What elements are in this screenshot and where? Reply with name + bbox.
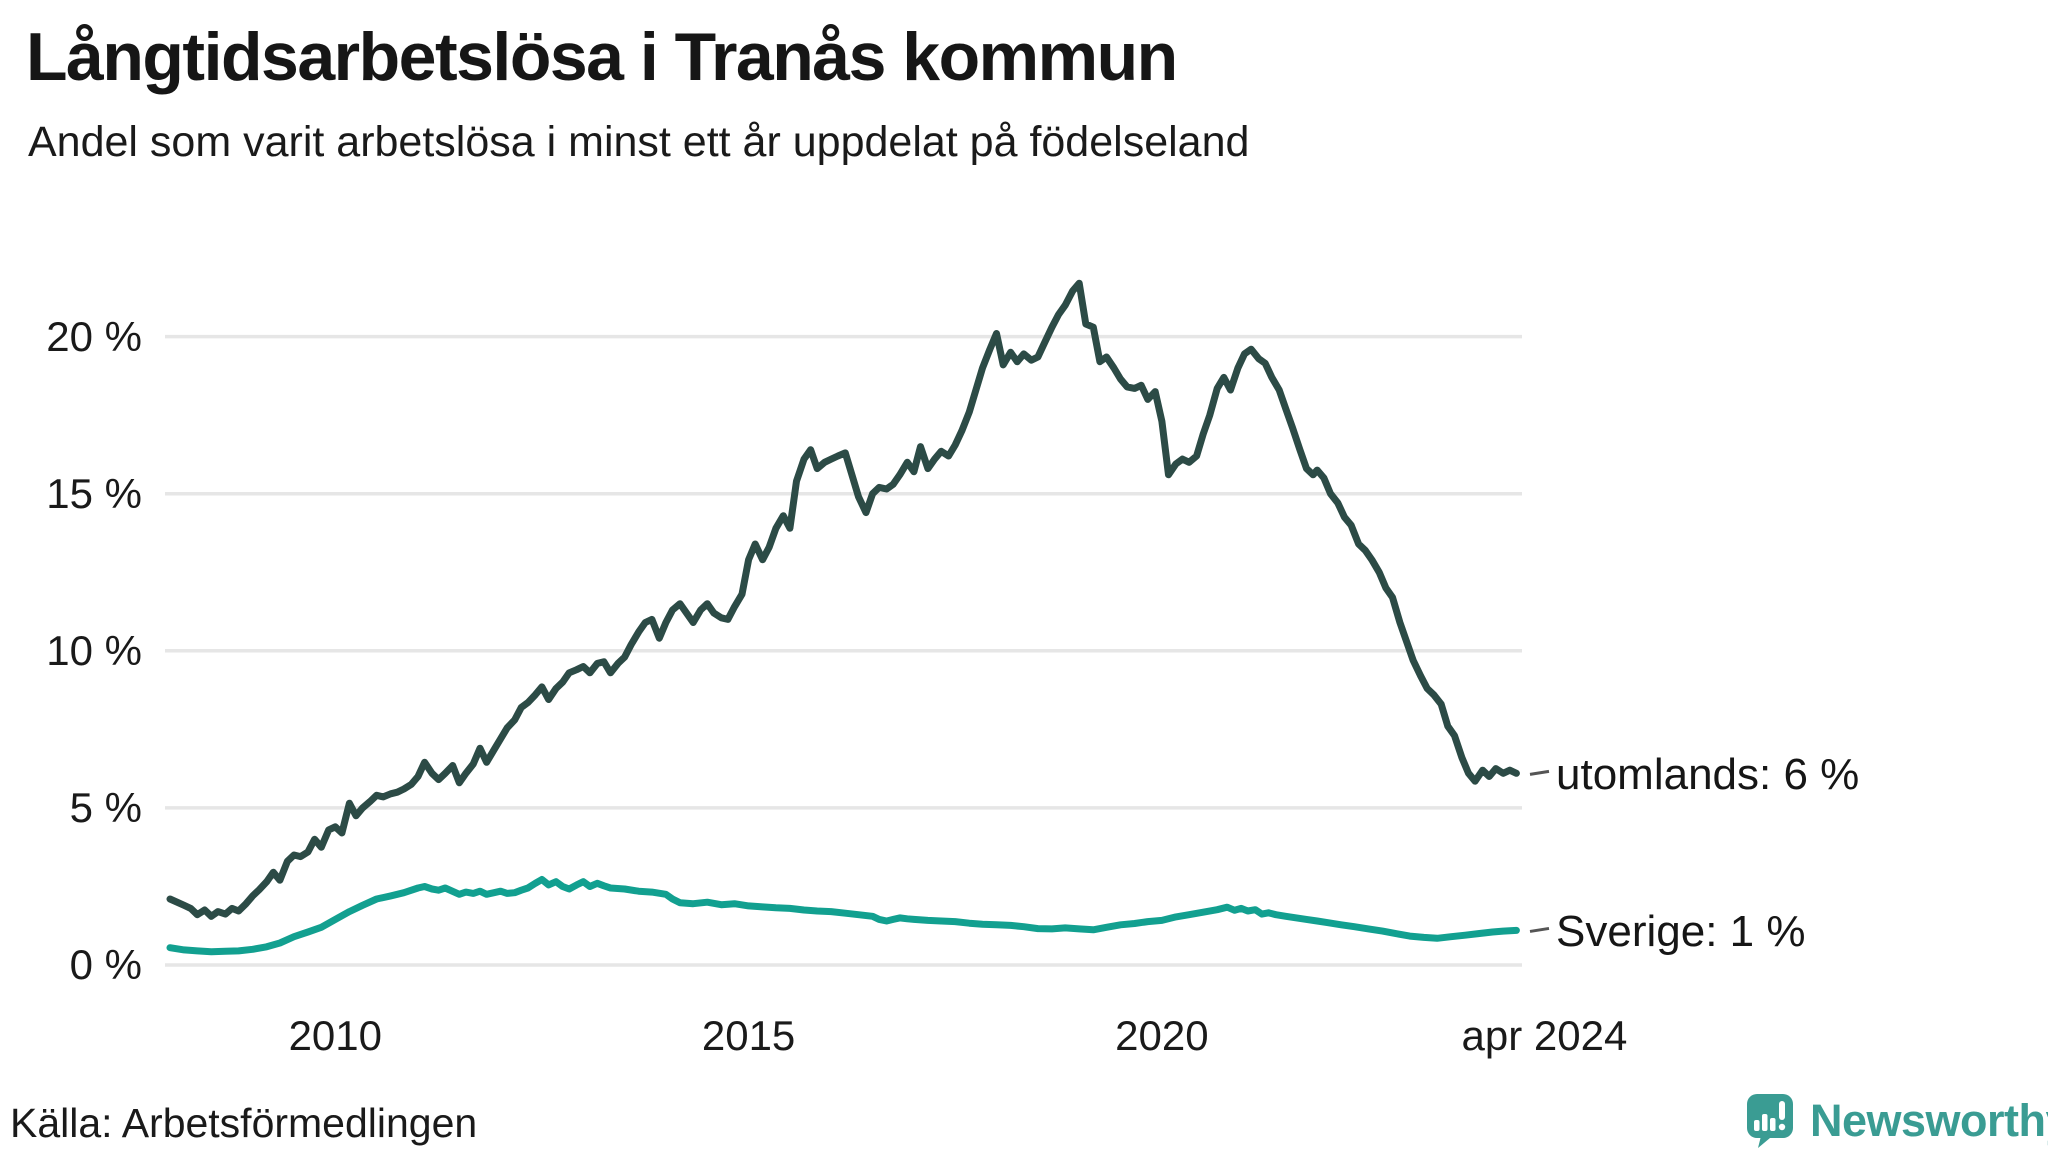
- y-axis-tick-20: 20 %: [46, 312, 142, 360]
- x-axis-tick-2015: 2015: [701, 1012, 796, 1059]
- x-axis-tick-apr-2024: apr 2024: [1461, 1012, 1628, 1059]
- series-line-sverige: [166, 876, 1520, 956]
- series-end-label-sverige: Sverige: 1 %: [1556, 907, 1806, 957]
- x-axis-tick-2010: 2010: [288, 1012, 383, 1059]
- newsworthy-bubble-chart-icon: [1746, 1093, 1794, 1149]
- y-axis-tick-0: 0 %: [69, 941, 142, 988]
- leader-dash-utomlands: [1529, 769, 1550, 776]
- series-end-label-utomlands: utomlands: 6 %: [1556, 750, 1860, 800]
- source-caption: Källa: Arbetsförmedlingen: [10, 1100, 478, 1146]
- series-line-utomlands: [166, 279, 1520, 920]
- leader-dash-sverige: [1529, 926, 1550, 933]
- newsworthy-logo-text: Newsworthy: [1810, 1095, 2048, 1146]
- y-axis-tick-5: 5 %: [69, 783, 142, 831]
- y-axis-tick-15: 15 %: [46, 469, 142, 517]
- x-axis-tick-2020: 2020: [1115, 1012, 1209, 1059]
- chart-subtitle: Andel som varit arbetslösa i minst ett å…: [28, 118, 1250, 166]
- newsworthy-logo: Newsworthy: [1746, 1093, 2048, 1149]
- page-title: Långtidsarbetslösa i Tranås kommun: [26, 19, 1178, 95]
- y-axis-tick-10: 10 %: [46, 626, 142, 674]
